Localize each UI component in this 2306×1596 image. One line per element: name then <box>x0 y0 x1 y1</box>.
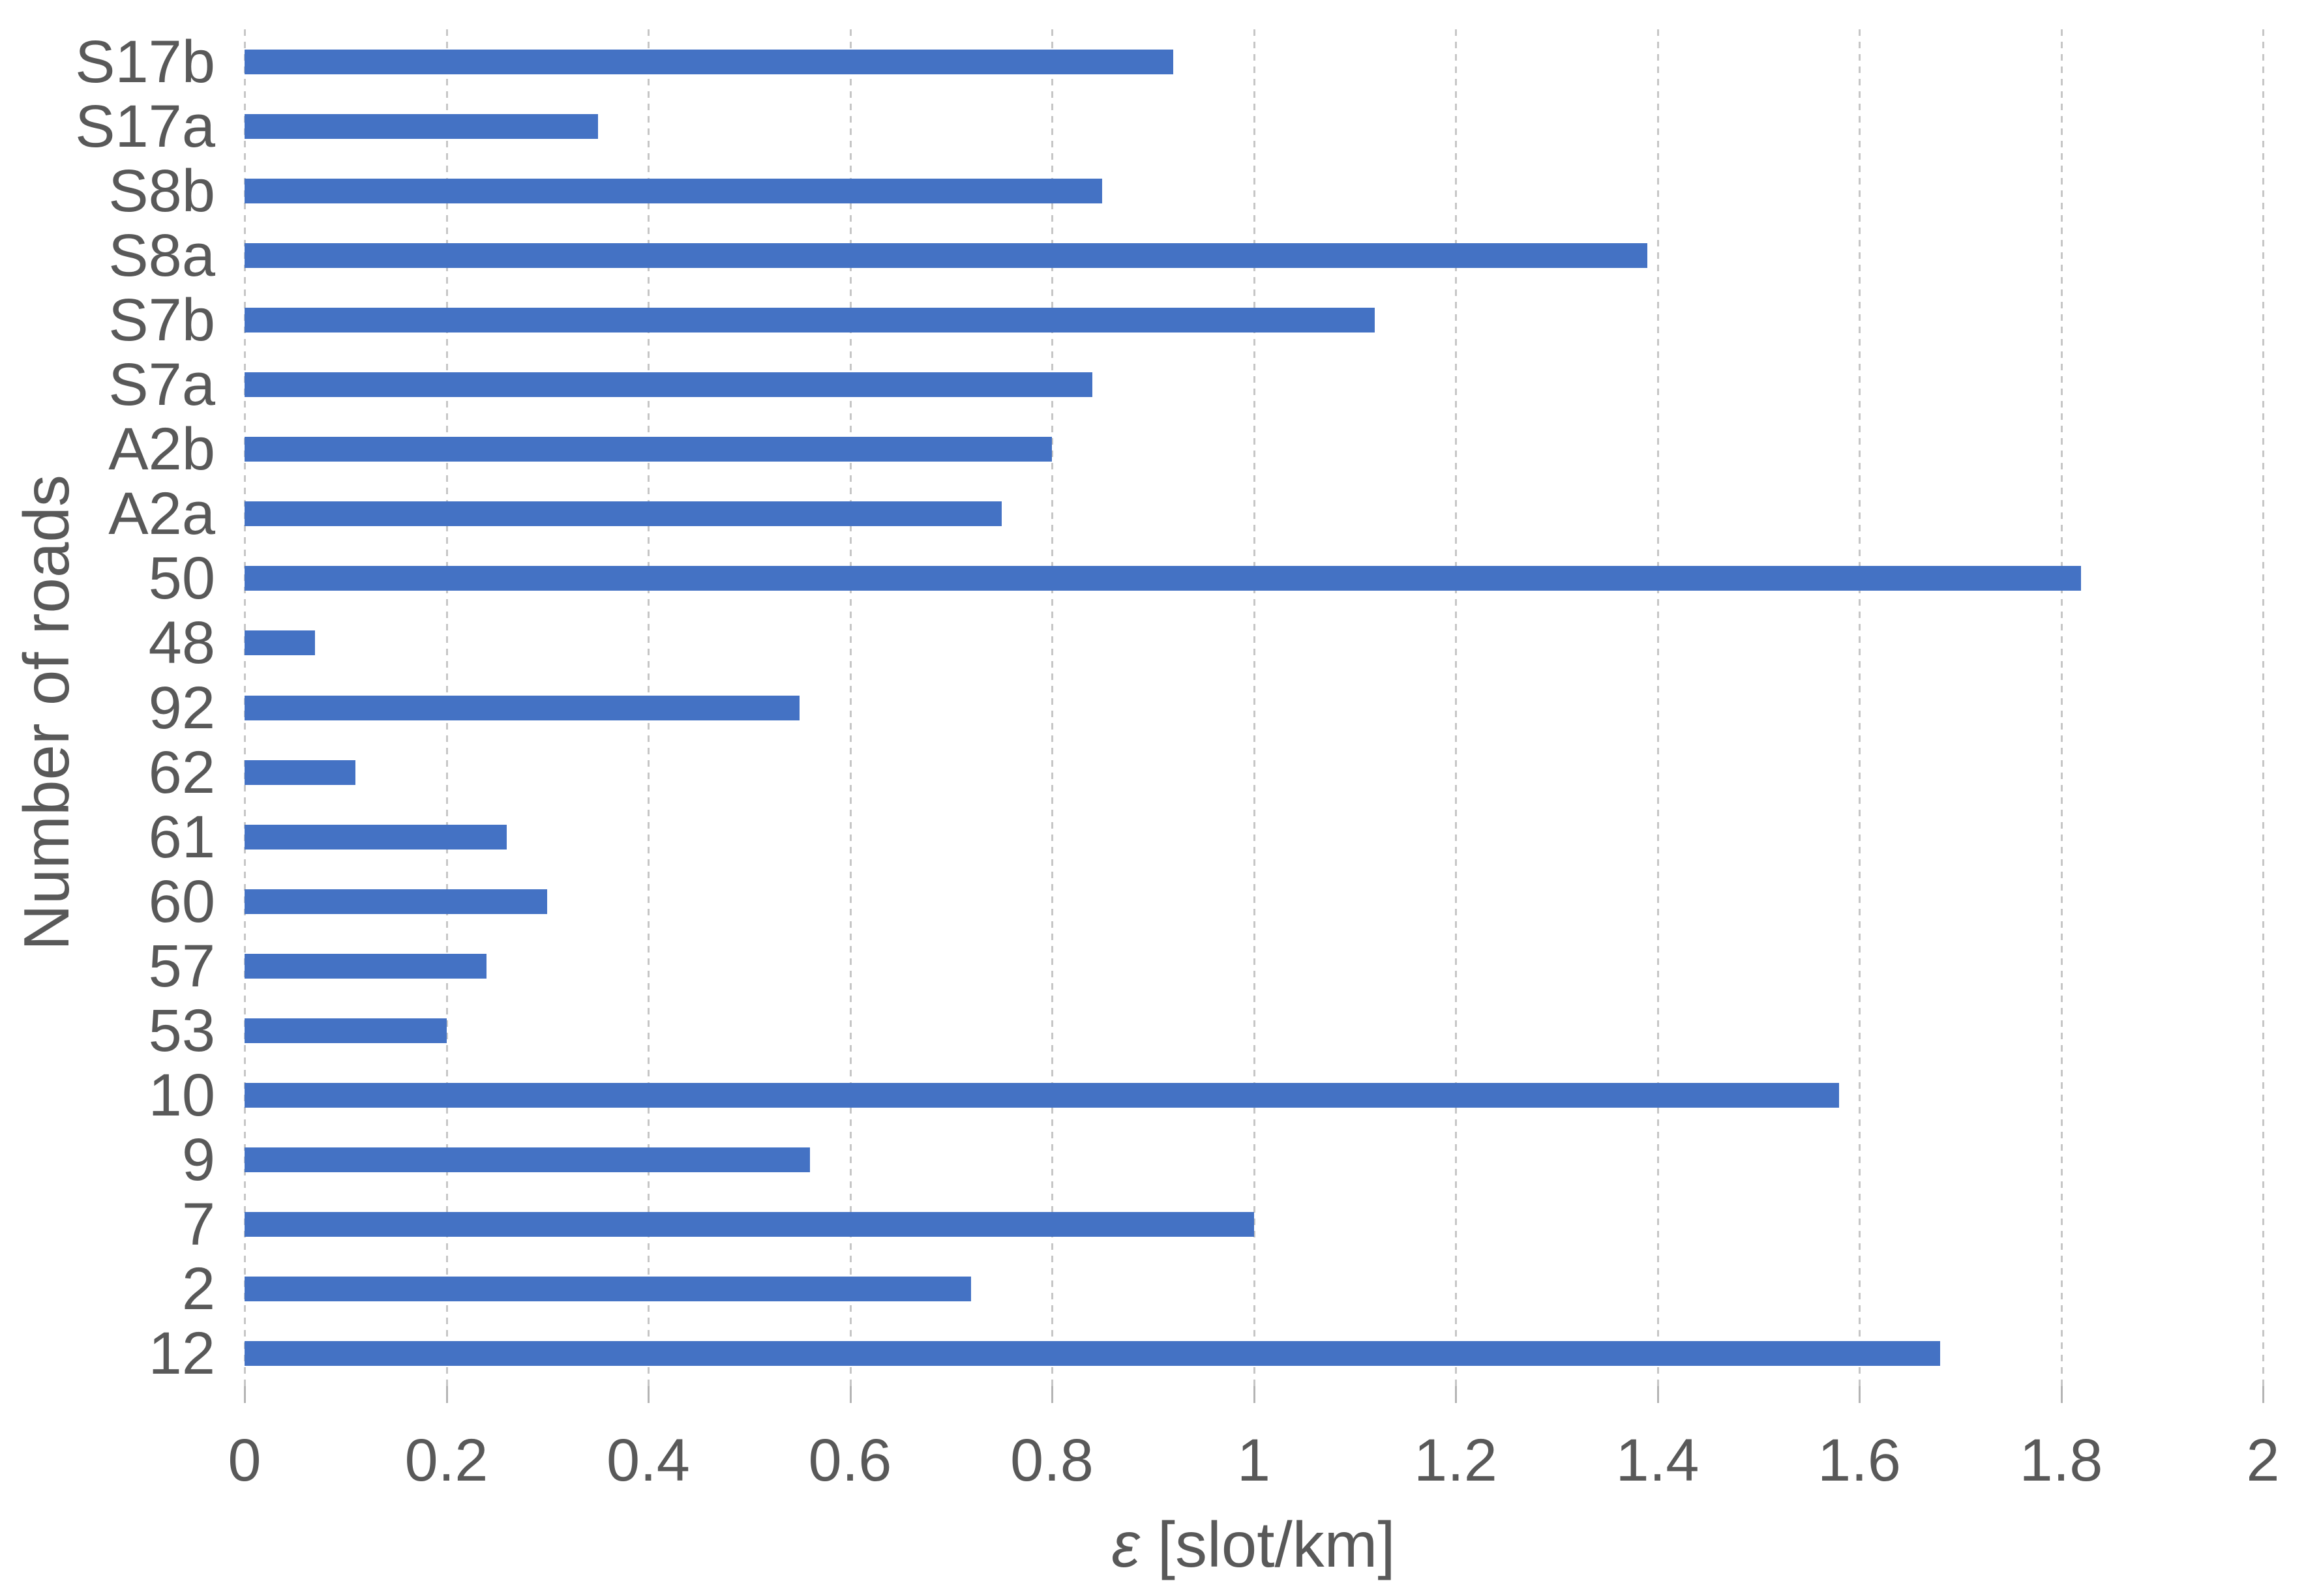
x-tick-label: 1.8 <box>2019 1427 2103 1494</box>
axis-tick <box>445 1386 448 1403</box>
bar <box>245 372 1092 398</box>
x-tick-label: 1.4 <box>1615 1427 1700 1494</box>
category-label: S8a <box>108 222 215 289</box>
category-label: 60 <box>148 868 215 935</box>
gridline <box>2060 29 2063 1386</box>
x-axis-title: ε [slot/km] <box>830 1509 1677 1588</box>
category-label: 50 <box>148 545 215 612</box>
category-label: 9 <box>181 1127 215 1194</box>
axis-tick <box>1656 1386 1659 1403</box>
category-label: 48 <box>148 610 215 677</box>
x-tick-label: 0.6 <box>808 1427 892 1494</box>
gridline <box>2262 29 2264 1386</box>
axis-tick <box>2262 1386 2264 1403</box>
bar <box>245 1018 447 1043</box>
axis-tick <box>1455 1386 1457 1403</box>
plot-area <box>244 29 2264 1386</box>
bar <box>245 1212 1254 1237</box>
category-label: A2a <box>108 480 215 548</box>
axis-tick <box>849 1386 852 1403</box>
axis-tick <box>1253 1386 1255 1403</box>
x-tick-label: 0.4 <box>606 1427 690 1494</box>
gridline <box>1253 29 1255 1386</box>
x-tick-label: 1 <box>1236 1427 1271 1494</box>
gridline <box>1051 29 1053 1386</box>
bar <box>245 695 800 720</box>
category-label: 7 <box>181 1191 215 1258</box>
category-label: 12 <box>148 1320 215 1387</box>
category-label: S17a <box>75 93 215 160</box>
bar <box>245 501 1002 527</box>
category-label: 2 <box>181 1256 215 1323</box>
category-label: 53 <box>148 997 215 1064</box>
category-label: S17b <box>75 28 215 95</box>
bar <box>245 953 487 979</box>
bar <box>245 113 598 139</box>
axis-tick <box>1051 1386 1053 1403</box>
bar <box>245 307 1375 332</box>
bar <box>245 760 355 785</box>
gridline <box>1656 29 1659 1386</box>
bar <box>245 566 2081 591</box>
axis-tick <box>1859 1386 1861 1403</box>
bar <box>245 243 1647 268</box>
bar <box>245 889 547 914</box>
x-tick-label: 0 <box>228 1427 262 1494</box>
x-tick-label: 1.6 <box>1818 1427 1901 1494</box>
x-tick-label: 0.2 <box>404 1427 488 1494</box>
category-label: S7a <box>108 351 215 419</box>
category-label: A2b <box>108 416 215 483</box>
bar <box>245 824 507 850</box>
x-tick-label: 2 <box>2246 1427 2280 1494</box>
category-label: 92 <box>148 674 215 741</box>
category-label: 62 <box>148 739 215 806</box>
category-label: 61 <box>148 803 215 870</box>
axis-tick <box>244 1386 246 1403</box>
bar <box>245 1147 810 1173</box>
category-label: S7b <box>108 286 215 353</box>
category-label: 10 <box>148 1062 215 1129</box>
bar <box>245 1277 971 1302</box>
bar <box>245 178 1102 203</box>
bar <box>245 1083 1839 1108</box>
bar <box>245 630 315 656</box>
bar <box>245 437 1052 462</box>
category-label: 57 <box>148 932 215 999</box>
x-axis-unit: [slot/km] <box>1139 1509 1396 1580</box>
epsilon-symbol: ε <box>1111 1509 1140 1580</box>
bar <box>245 1341 1940 1367</box>
x-tick-label: 1.2 <box>1414 1427 1497 1494</box>
gridline <box>1859 29 1861 1386</box>
x-tick-label: 0.8 <box>1010 1427 1094 1494</box>
axis-tick <box>648 1386 650 1403</box>
gridline <box>849 29 852 1386</box>
category-label: S8b <box>108 157 215 224</box>
gridline <box>1455 29 1457 1386</box>
bar <box>245 49 1173 74</box>
axis-tick <box>2060 1386 2063 1403</box>
